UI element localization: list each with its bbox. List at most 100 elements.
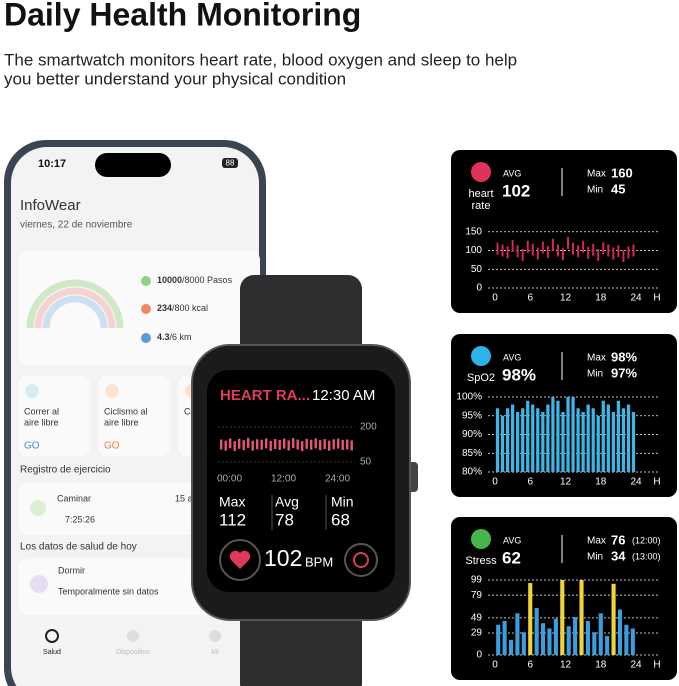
hr-range [496,242,499,255]
y-tick-label: 95% [462,410,482,421]
stat-value: 234 [157,303,172,313]
watch-time: 12:30 AM [312,387,375,404]
x-tick-label: 0 [492,660,498,671]
bar [553,618,558,655]
strap [240,275,362,365]
watch-hr [260,439,263,450]
tab-icon [209,630,221,642]
bar [496,624,501,655]
go-button[interactable]: GO [104,441,120,452]
bar [616,400,620,472]
bar [508,639,514,655]
x-tick-label: 12 [560,660,572,671]
workout-label: Correr al [24,406,59,416]
ring [42,295,108,329]
y-tick-label: 49 [471,613,483,624]
hr-range [602,242,605,255]
bar [631,412,636,472]
hr-range [617,245,620,258]
hr-range [511,240,514,252]
bar [591,408,595,472]
workout-icon [25,384,39,398]
bar [566,397,570,472]
max-value: 160 [611,165,633,180]
sleep-status: Temporalmente sin datos [58,586,159,596]
bar [500,415,505,472]
hr-range [501,244,504,257]
watch-title: HEART RA... [220,387,310,404]
x-tick-label: 6 [527,477,533,488]
watch-hr [337,438,340,449]
watch-hr [265,438,268,449]
bar [541,623,546,655]
x-unit: H [653,293,660,304]
subtitle: The smartwatch monitors heart rate, bloo… [4,50,517,69]
refresh-button[interactable] [344,543,378,577]
bar [560,580,565,655]
x-unit: H [653,477,660,488]
bar [516,412,520,472]
panel-label: rate [472,200,491,212]
hr-range [567,237,570,249]
hr-range [556,244,559,257]
y-tick-label: 99 [471,575,483,586]
bar [586,404,590,472]
hr-range [546,246,549,258]
watch: HEART RA... 12:30 AM 50 200 00:00 12:00 24:0… [191,275,418,686]
x-tick-label: 6 [527,293,533,304]
workout-icon [105,384,119,398]
bar [606,404,610,472]
panel-icon [471,529,491,549]
bar [621,408,626,472]
bar [495,408,500,472]
icon [30,500,46,516]
heart-icon [219,539,261,581]
bar [531,404,535,472]
workout-label: aire libre [24,417,59,427]
watch-hr [305,438,308,449]
x-tick-label: 18 [595,293,607,304]
min-value: 45 [611,181,625,196]
watch-hr [332,439,335,450]
bar [601,400,605,472]
watch-stat-value: 112 [219,510,246,529]
x-tick-label: 18 [595,660,607,671]
bar [626,404,631,472]
watch-hr [296,439,299,450]
hr-range [627,246,630,259]
tab[interactable]: Salud [43,649,61,656]
panel-icon [471,162,491,182]
watch-hr [287,440,290,451]
watch-hr [233,441,236,452]
icon [30,575,48,593]
workout-label: Ca [184,406,196,416]
bar [611,583,616,655]
watch-hr [323,439,326,450]
min-value: 34 [611,548,626,563]
y-tick-label: 50 [471,264,483,275]
hr-range [506,246,509,259]
heart [229,550,251,569]
hr-range [521,249,524,261]
title: Daily Health Monitoring [4,0,361,32]
watch-x-label: 12:00 [271,474,296,485]
workout-label: Ciclismo al [104,406,148,416]
go-button[interactable]: GO [24,441,40,452]
strap [240,600,362,686]
watch-y-label: 50 [360,457,372,468]
tab[interactable]: Mi [211,649,219,656]
record-side: 15 a [175,493,193,503]
tab[interactable]: Dispositivo [116,649,150,656]
watch-stat-label: Max [219,494,245,510]
stat-unit: /8000 Pasos [182,275,233,285]
bar [515,613,520,655]
battery [222,158,238,168]
hr-range [607,244,610,257]
max-value: 98% [611,349,637,364]
hr-range [577,245,580,258]
max-value: 76 [611,532,625,547]
subtitle: you better understand your physical cond… [4,69,346,88]
section-title: Los datos de salud de hoy [20,542,137,553]
